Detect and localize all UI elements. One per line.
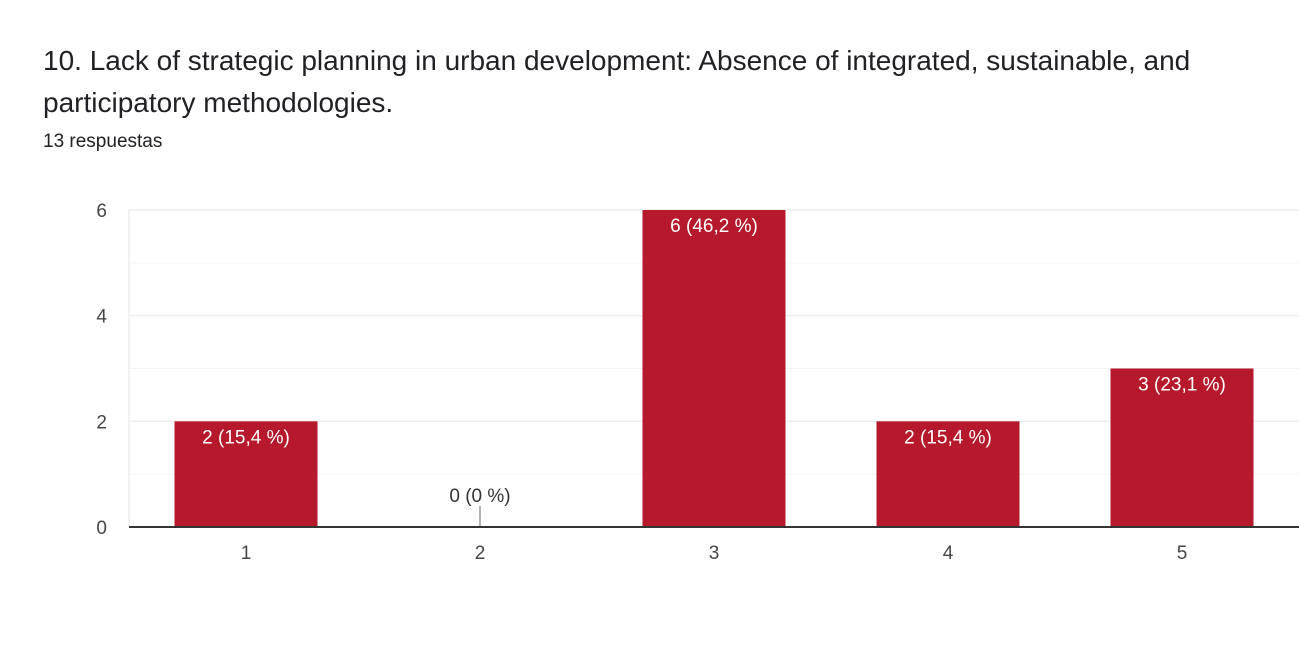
y-tick-label: 0 xyxy=(96,518,107,539)
data-label: 6 (46,2 %) xyxy=(670,216,758,237)
data-label: 0 (0 %) xyxy=(449,486,510,507)
response-count: 13 respuestas xyxy=(43,131,163,152)
bar xyxy=(174,421,318,527)
y-tick-label: 2 xyxy=(96,412,107,433)
y-tick-label: 4 xyxy=(96,307,107,328)
bar xyxy=(642,210,786,527)
x-tick-label: 1 xyxy=(241,543,252,564)
x-tick-label: 5 xyxy=(1177,543,1188,564)
x-tick-label: 3 xyxy=(709,543,720,564)
data-label: 2 (15,4 %) xyxy=(904,427,992,448)
bar xyxy=(876,421,1020,527)
question-title: 10. Lack of strategic planning in urban … xyxy=(43,45,1191,118)
x-tick-label: 2 xyxy=(475,543,486,564)
bar xyxy=(1110,368,1254,527)
data-label: 2 (15,4 %) xyxy=(202,427,290,448)
y-tick-label: 6 xyxy=(96,201,107,222)
data-label: 3 (23,1 %) xyxy=(1138,375,1226,396)
x-tick-label: 4 xyxy=(943,543,954,564)
